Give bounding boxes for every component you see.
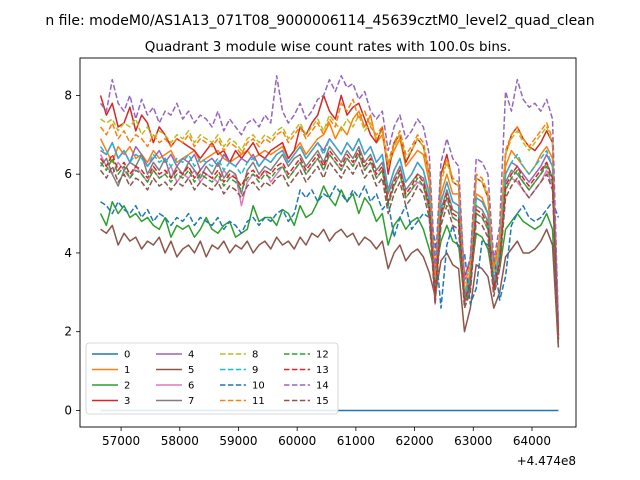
series-line-9 (99, 137, 560, 336)
x-offset-label: +4.474e8 (517, 454, 576, 468)
legend-label-4: 4 (188, 350, 194, 361)
series-line-1 (99, 110, 560, 340)
legend-label-12: 12 (316, 350, 329, 361)
y-tick-label: 8 (64, 88, 72, 102)
series-layer (99, 74, 560, 412)
y-tick-label: 0 (64, 403, 72, 417)
x-tick-label: 57000 (102, 434, 140, 448)
legend-label-11: 11 (252, 396, 265, 407)
legend-label-6: 6 (188, 381, 194, 392)
y-tick-label: 2 (64, 325, 72, 339)
figure-suptitle: n file: modeM0/AS1A13_071T08_9000006114_… (45, 13, 594, 29)
legend-label-14: 14 (316, 381, 329, 392)
series-line-2 (99, 185, 560, 348)
x-tick-label: 62000 (395, 434, 433, 448)
legend-label-7: 7 (188, 396, 194, 407)
x-tick-label: 64000 (513, 434, 551, 448)
legend-label-1: 1 (124, 365, 130, 376)
series-line-5 (100, 224, 560, 348)
legend-box (85, 342, 339, 415)
y-tick-label: 6 (64, 167, 72, 181)
series-line-14 (99, 74, 560, 324)
series-line-12 (99, 153, 560, 340)
legend-label-10: 10 (252, 381, 265, 392)
legend-label-9: 9 (252, 365, 258, 376)
series-line-11 (99, 98, 560, 328)
legend-label-0: 0 (124, 350, 130, 361)
chart-title: Quadrant 3 module wise count rates with … (145, 39, 511, 55)
legend-label-13: 13 (316, 365, 329, 376)
legend-label-5: 5 (188, 365, 194, 376)
y-tick-label: 4 (64, 246, 72, 260)
x-tick-label: 60000 (278, 434, 316, 448)
x-tick-label: 63000 (454, 434, 492, 448)
x-axis: 57000 58000 59000 60000 61000 62000 63000 64000 (102, 427, 551, 448)
series-line-13 (99, 149, 560, 336)
x-tick-label: 61000 (337, 434, 375, 448)
axes-frame (79, 57, 577, 428)
x-tick-label: 58000 (161, 434, 199, 448)
series-line-8 (100, 114, 560, 332)
series-line-15 (99, 161, 560, 340)
x-tick-label: 59000 (219, 434, 257, 448)
series-line-7 (99, 145, 560, 336)
legend-label-2: 2 (124, 381, 130, 392)
series-line-10 (100, 185, 560, 309)
legend-label-8: 8 (252, 350, 258, 361)
y-axis: 0 2 4 6 8 (64, 88, 80, 417)
legend-label-3: 3 (124, 396, 130, 407)
legend-label-15: 15 (316, 396, 329, 407)
